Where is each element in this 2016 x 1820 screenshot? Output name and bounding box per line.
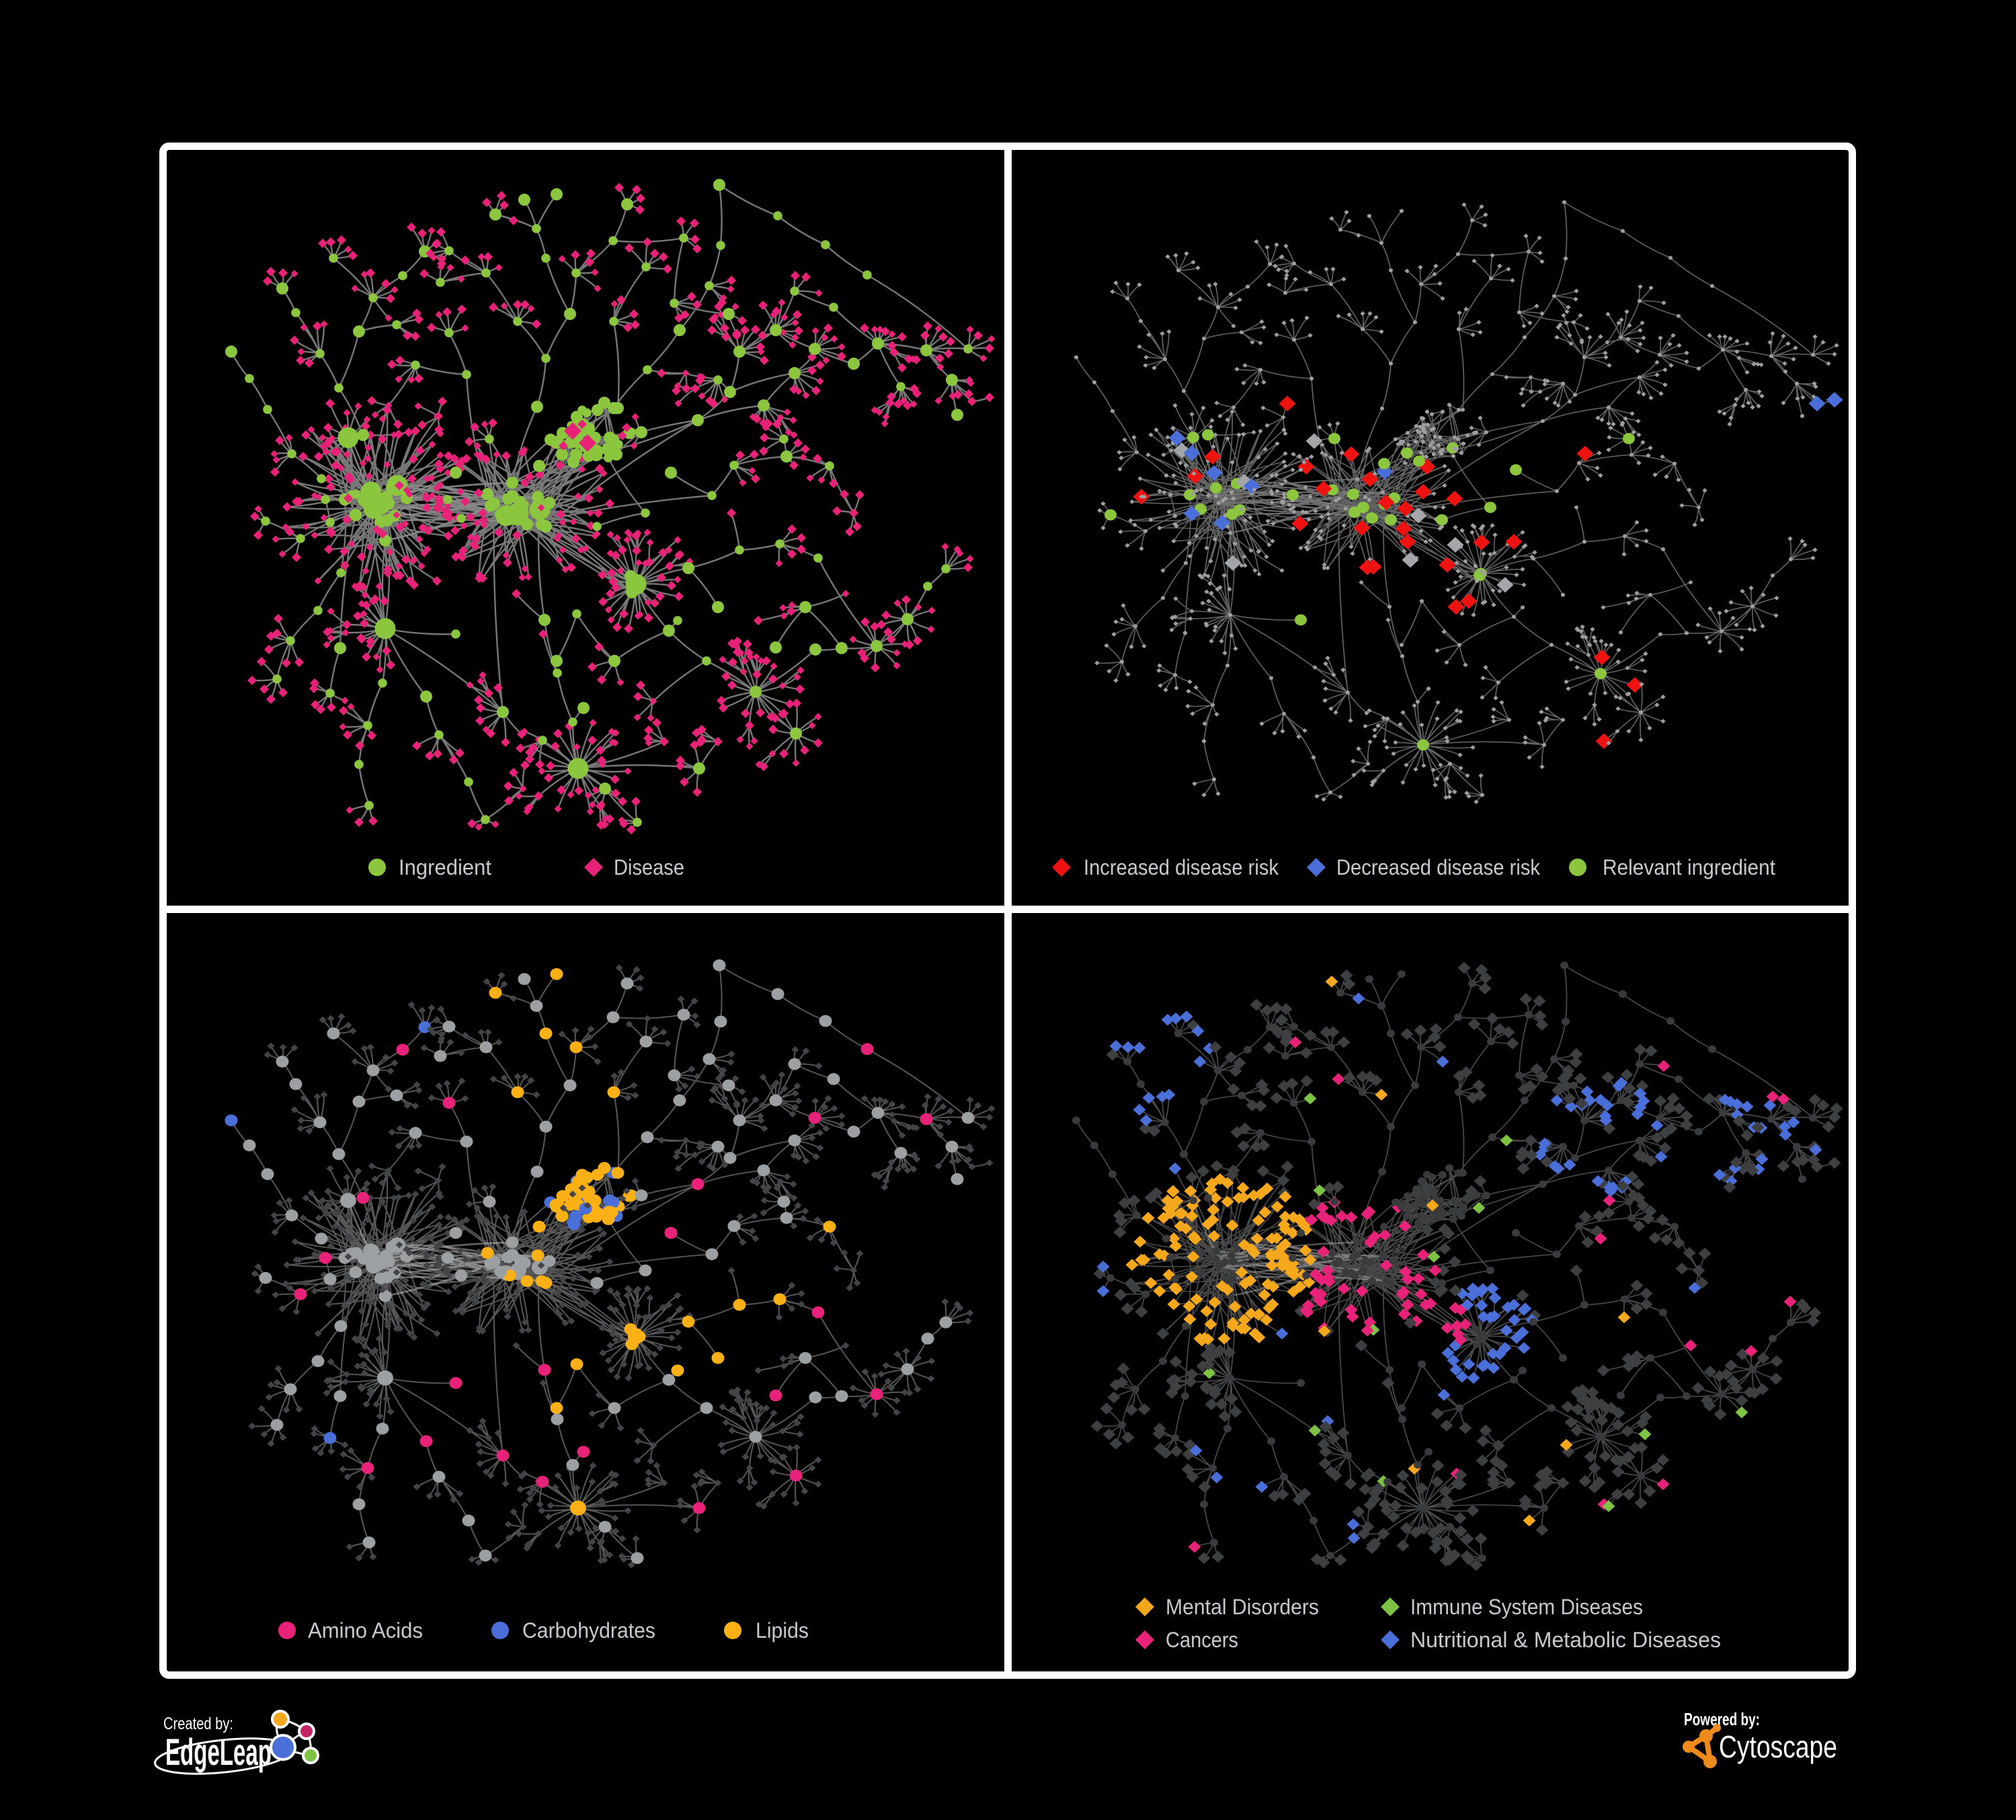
svg-text:Nutritional & Metabolic Diseas: Nutritional & Metabolic Diseases — [1410, 1628, 1721, 1652]
svg-text:Relevant ingredient: Relevant ingredient — [1603, 855, 1775, 879]
svg-text:Amino Acids: Amino Acids — [308, 1618, 423, 1643]
svg-text:Lipids: Lipids — [756, 1618, 809, 1643]
svg-text:Ingredient: Ingredient — [399, 855, 491, 879]
svg-text:Carbohydrates: Carbohydrates — [522, 1618, 655, 1643]
svg-text:EdgeLeap: EdgeLeap — [165, 1731, 272, 1773]
svg-text:Cytoscape: Cytoscape — [1719, 1729, 1837, 1764]
svg-text:Created by:: Created by: — [163, 1714, 233, 1733]
svg-text:Cancers: Cancers — [1166, 1628, 1238, 1652]
svg-text:Immune System Diseases: Immune System Diseases — [1410, 1595, 1643, 1619]
svg-text:Powered by:: Powered by: — [1684, 1709, 1760, 1729]
svg-text:Decreased disease risk: Decreased disease risk — [1336, 855, 1541, 879]
svg-text:Disease: Disease — [614, 855, 684, 879]
svg-text:Mental Disorders: Mental Disorders — [1166, 1595, 1319, 1619]
svg-text:Increased disease risk: Increased disease risk — [1084, 855, 1279, 879]
